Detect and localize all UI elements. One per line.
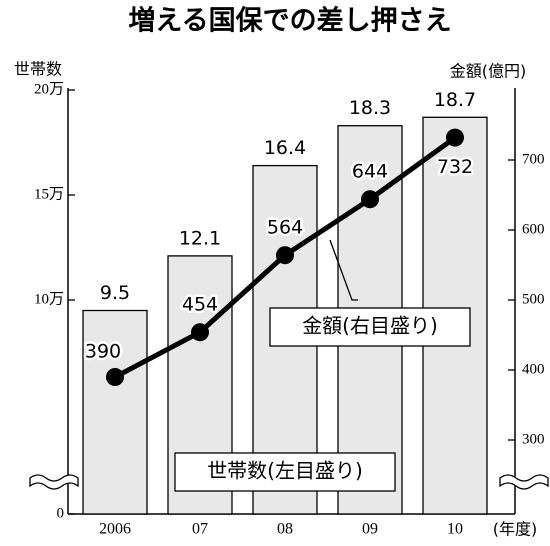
- pointer: [329, 239, 358, 301]
- bar-value-label: 16.4: [264, 137, 306, 159]
- line-value-label: 454: [182, 294, 218, 316]
- y2-tick-label: 400: [522, 361, 545, 377]
- x-tick-label: 08: [277, 521, 293, 538]
- x-tick-label: 10: [447, 521, 463, 538]
- bar-value-label: 12.1: [179, 227, 221, 249]
- x-axis-title: (年度): [493, 520, 538, 539]
- x-tick-label: 07: [192, 521, 208, 538]
- legend-box: [174, 452, 396, 492]
- line-marker: [276, 246, 294, 265]
- y-axis-title: 世帯数: [14, 60, 62, 79]
- line-marker: [191, 323, 209, 342]
- y-tick-label: 0: [57, 505, 65, 521]
- y2-tick-label: 600: [522, 221, 545, 237]
- line-value-label: 644: [352, 161, 388, 183]
- y-tick-label: 10万: [34, 291, 64, 307]
- line-marker: [106, 368, 124, 386]
- legend-label: 世帯数(左目盛り): [207, 459, 363, 483]
- y2-axis-title: 金額(億円): [450, 62, 527, 81]
- line-value-label: 564: [267, 217, 303, 239]
- y2-tick-label: 500: [522, 291, 545, 307]
- bar-value-label: 18.7: [434, 89, 476, 111]
- y2-tick-label: 700: [522, 151, 545, 167]
- line-marker: [446, 128, 464, 147]
- x-tick-label: 2006: [99, 521, 131, 538]
- y2-tick-label: 300: [522, 431, 545, 447]
- legend-label: 金額(右目盛り): [302, 314, 438, 338]
- line-value-label: 732: [437, 156, 473, 178]
- line-marker: [361, 190, 379, 209]
- x-tick-label: 09: [362, 521, 378, 538]
- axis-break: [29, 474, 549, 490]
- y-tick-label: 15万: [34, 186, 64, 202]
- chart-title: 増える国保での差し押さえ: [128, 5, 451, 37]
- y-tick-label: 20万: [34, 81, 64, 97]
- bar: [82, 309, 148, 515]
- bar-value-label: 9.5: [100, 282, 130, 304]
- line-value-label: 390: [85, 341, 121, 363]
- legend-box: [269, 307, 471, 347]
- bar-value-label: 18.3: [349, 97, 391, 119]
